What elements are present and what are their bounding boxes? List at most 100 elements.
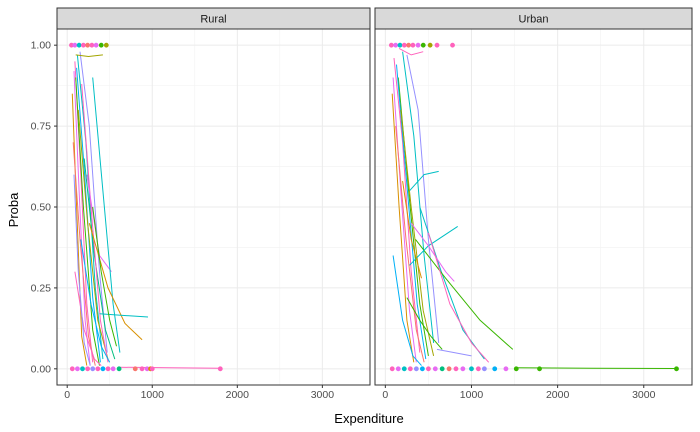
facet-panel-urban: Urban	[374, 7, 693, 386]
series-line	[391, 93, 415, 363]
data-point	[453, 366, 459, 372]
data-point	[100, 366, 106, 372]
data-point	[89, 42, 95, 48]
data-point	[434, 42, 440, 48]
series-line	[79, 51, 108, 353]
series-line	[406, 297, 443, 350]
series-line	[74, 271, 102, 366]
data-point	[149, 366, 155, 372]
y-tick-label: 0.25	[31, 282, 52, 294]
data-points	[69, 42, 223, 372]
data-point	[460, 366, 466, 372]
data-point	[76, 42, 82, 48]
series-lines	[391, 47, 677, 369]
data-points	[388, 42, 679, 372]
x-tick-label: 2000	[546, 389, 570, 401]
data-point	[98, 42, 104, 48]
series-line	[75, 77, 100, 366]
data-point	[72, 42, 78, 48]
data-point	[69, 366, 75, 372]
series-lines	[71, 51, 221, 369]
data-point	[537, 366, 542, 372]
x-tick-label: 2000	[226, 389, 250, 401]
data-point	[419, 366, 425, 372]
series-line	[395, 126, 425, 363]
series-line	[392, 255, 422, 366]
facet-strip-label: Urban	[519, 14, 549, 26]
series-line	[392, 77, 417, 363]
x-axis-title: Expenditure	[334, 411, 403, 426]
data-point	[139, 366, 145, 372]
x-axis: 0 1000 2000 3000 0 1000 2000 3000	[64, 385, 656, 401]
data-point	[503, 366, 509, 372]
data-point	[69, 42, 74, 48]
data-point	[420, 42, 426, 48]
x-tick-label: 0	[64, 389, 70, 401]
series-line	[81, 83, 109, 363]
series-line	[73, 174, 91, 366]
data-point	[450, 42, 455, 48]
series-line	[92, 77, 121, 353]
gridlines	[57, 29, 370, 385]
x-tick-label: 3000	[632, 389, 656, 401]
data-point	[401, 366, 407, 372]
series-line	[99, 313, 149, 318]
x-tick-label: 1000	[141, 389, 165, 401]
data-point	[439, 366, 445, 372]
data-point	[397, 42, 403, 48]
series-line	[402, 181, 422, 279]
series-line	[415, 239, 514, 350]
data-point	[395, 366, 401, 372]
panel-border	[374, 28, 693, 386]
x-tick-label: 3000	[311, 389, 335, 401]
y-tick-label: 0.50	[31, 202, 52, 214]
data-point	[103, 42, 109, 48]
data-point	[492, 366, 498, 372]
series-line	[92, 206, 117, 347]
data-point	[217, 366, 223, 372]
y-tick-label: 0.00	[31, 363, 52, 375]
data-point	[393, 42, 399, 48]
data-point	[80, 366, 85, 372]
data-point	[116, 366, 122, 372]
data-point	[426, 366, 431, 372]
series-line	[406, 54, 440, 343]
data-point	[132, 366, 138, 372]
data-point	[475, 366, 481, 372]
series-line	[75, 54, 103, 58]
y-axis: 0.00 0.25 0.50 0.75 1.00	[31, 40, 57, 375]
data-point	[406, 42, 411, 48]
y-tick-label: 1.00	[31, 40, 52, 52]
panels-layer: Rural Urban	[56, 7, 693, 386]
data-point	[389, 366, 395, 372]
data-point	[469, 366, 474, 372]
data-point	[90, 366, 96, 372]
facet-strip-label: Rural	[200, 14, 226, 26]
data-point	[110, 366, 116, 372]
series-line	[409, 170, 439, 192]
data-point	[415, 42, 421, 48]
series-line	[71, 93, 88, 366]
data-point	[85, 366, 91, 372]
data-point	[413, 366, 419, 372]
y-tick-label: 0.75	[31, 121, 52, 133]
data-point	[407, 366, 413, 372]
data-point	[401, 42, 407, 48]
data-point	[93, 42, 99, 48]
data-point	[481, 366, 487, 372]
data-point	[144, 366, 150, 372]
series-line	[427, 232, 490, 363]
data-point	[105, 366, 111, 372]
data-point	[75, 366, 80, 372]
data-point	[446, 366, 452, 372]
series-line	[410, 222, 455, 282]
data-point	[432, 366, 438, 372]
series-line	[80, 239, 111, 363]
data-point	[513, 366, 519, 372]
series-line	[402, 51, 435, 343]
data-point	[674, 366, 679, 372]
x-tick-label: 0	[382, 389, 388, 401]
series-line	[436, 348, 472, 357]
series-line	[77, 109, 109, 360]
facet-panel-rural: Rural	[56, 7, 371, 386]
